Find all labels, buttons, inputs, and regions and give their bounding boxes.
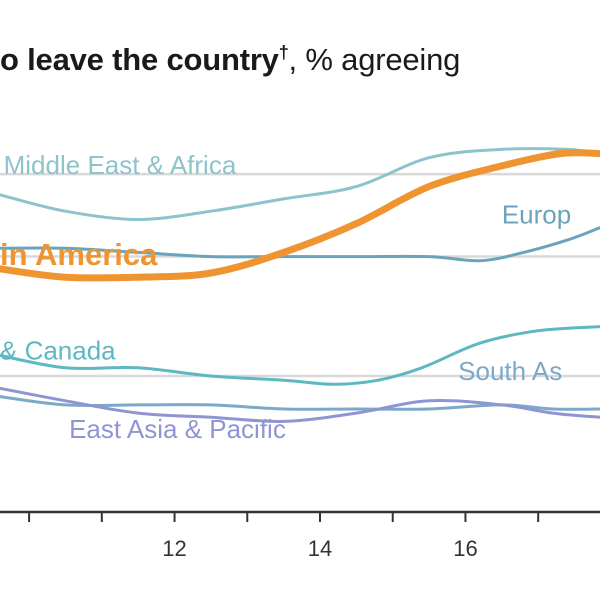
series-label-1: Europ xyxy=(502,200,571,230)
series-line-1 xyxy=(0,226,600,263)
chart-title: o leave the country†, % agreeing xyxy=(0,42,460,78)
chart-title-unit: , % agreeing xyxy=(288,42,461,77)
series-line-2 xyxy=(0,149,600,282)
x-tick-label-2: 12 xyxy=(162,536,186,561)
series-line-3 xyxy=(0,325,600,386)
series-line-4 xyxy=(0,395,600,411)
x-tick-label-4: 14 xyxy=(308,536,332,561)
series-label-5: East Asia & Pacific xyxy=(69,414,286,444)
series-label-0: Middle East & Africa xyxy=(4,150,237,180)
x-tick-label-6: 16 xyxy=(453,536,477,561)
series-label-4: South As xyxy=(458,356,562,386)
chart-title-dagger: † xyxy=(278,42,289,63)
series-line-5 xyxy=(0,386,600,423)
series-label-3: & Canada xyxy=(0,336,116,366)
series-label-2: in America xyxy=(0,237,158,272)
chart-title-bold: o leave the country xyxy=(0,42,279,77)
series-line-0 xyxy=(0,147,600,221)
